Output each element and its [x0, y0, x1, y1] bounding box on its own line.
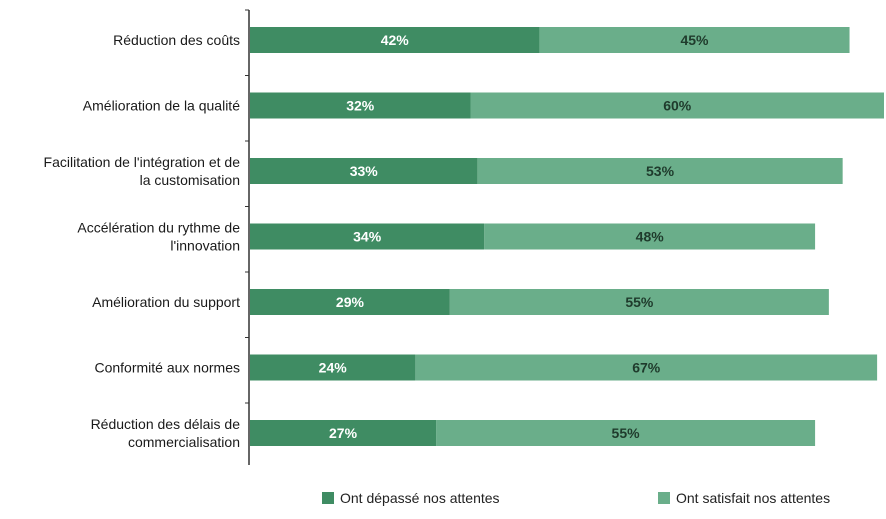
bar-satisfied	[436, 420, 816, 446]
category-label: Réduction des coûts	[113, 32, 240, 48]
data-label: 24%	[319, 360, 348, 376]
bar-exceeded	[250, 354, 416, 381]
data-label: 53%	[646, 163, 675, 179]
data-label: 60%	[663, 98, 692, 114]
legend-item-satisfied: Ont satisfait nos attentes	[658, 490, 830, 506]
legend-item-exceeded: Ont dépassé nos attentes	[322, 490, 500, 506]
category-label: Conformité aux normes	[94, 360, 240, 376]
legend-label-exceeded: Ont dépassé nos attentes	[340, 490, 500, 506]
data-label: 33%	[350, 163, 379, 179]
bar-exceeded	[250, 289, 450, 315]
data-label: 34%	[353, 229, 382, 245]
bar-satisfied	[470, 92, 884, 119]
category-labels: Réduction des coûts Amélioration de la qu…	[44, 32, 241, 450]
data-label: 32%	[346, 98, 375, 114]
bar-exceeded	[250, 158, 478, 184]
bar-exceeded	[250, 92, 471, 119]
bars-layer: 42% 45% 32% 60% 33% 53% 34% 48% 29% 55% 24% 67% 27% 5…	[245, 9, 884, 446]
bar-satisfied	[449, 289, 829, 315]
bar-satisfied	[477, 158, 843, 184]
bar-exceeded	[250, 27, 540, 53]
category-label: Accélération du rythme de l'innovation	[77, 220, 240, 254]
bar-satisfied	[484, 223, 816, 250]
category-label: Facilitation de l'intégration et de la cu…	[44, 154, 241, 188]
legend-label-satisfied: Ont satisfait nos attentes	[676, 490, 831, 506]
data-label: 42%	[381, 32, 410, 48]
category-label: Amélioration du support	[92, 294, 240, 310]
data-label: 27%	[329, 425, 358, 441]
legend-swatch-exceeded	[322, 492, 334, 504]
legend-swatch-satisfied	[658, 492, 670, 504]
bar-exceeded	[250, 420, 437, 446]
bar-satisfied	[415, 354, 878, 381]
data-label: 45%	[680, 32, 709, 48]
data-label: 48%	[636, 229, 665, 245]
data-label: 29%	[336, 294, 365, 310]
bar-exceeded	[250, 223, 485, 250]
category-label: Amélioration de la qualité	[83, 98, 240, 114]
data-label: 55%	[612, 425, 641, 441]
category-label: Réduction des délais de commercialisation	[91, 416, 241, 450]
data-label: 67%	[632, 360, 661, 376]
bar-satisfied	[539, 27, 850, 53]
data-label: 55%	[625, 294, 654, 310]
